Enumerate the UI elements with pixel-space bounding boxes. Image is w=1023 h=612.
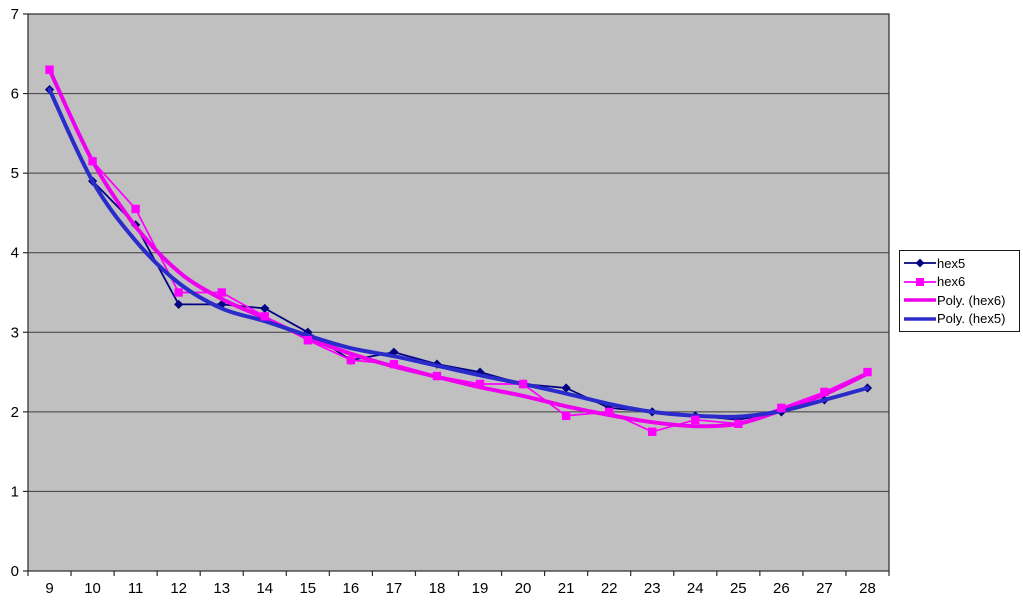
legend-label: hex6: [937, 274, 966, 290]
square-marker: [475, 379, 485, 389]
series-hex5-line: [48, 88, 869, 421]
diamond-marker: [260, 303, 270, 314]
gridlines: [28, 93, 889, 492]
trendline-poly-hex6: [47, 67, 870, 429]
x-axis-label: 23: [644, 580, 661, 597]
x-axis-label: 18: [429, 580, 446, 597]
x-axis-label: 19: [472, 580, 489, 597]
x-axis-label: 22: [601, 580, 618, 597]
y-axis-label: 3: [11, 324, 19, 341]
diamond-marker: [389, 347, 399, 357]
y-axis-labels: 0 1 2 3 4 5 6 7: [11, 6, 19, 580]
diamond-marker: [174, 299, 184, 310]
legend-item-poly-hex6-: Poly. (hex6): [903, 291, 1017, 310]
x-axis-label: 20: [515, 580, 532, 597]
square-marker: [174, 288, 183, 297]
x-axis-label: 27: [816, 580, 833, 597]
square-marker: [604, 407, 614, 417]
square-marker: [45, 65, 54, 74]
square-marker: [518, 379, 528, 389]
x-axis-label: 15: [299, 580, 316, 597]
x-axis-label: 10: [84, 580, 101, 597]
square-marker: [217, 288, 226, 297]
legend: hex5 hex6 Poly. (hex6) Poly. (hex5): [899, 250, 1020, 332]
legend-label: Poly. (hex6): [937, 292, 1006, 308]
legend-label: Poly. (hex5): [937, 311, 1006, 327]
y-axis-label: 6: [11, 86, 19, 103]
x-axis-label: 25: [730, 580, 747, 597]
x-axis-label: 11: [128, 580, 144, 597]
square-marker: [863, 367, 872, 377]
x-axis-label: 9: [45, 580, 53, 597]
axis-ticks: [23, 13, 890, 576]
series-swatch-icon: [904, 258, 936, 268]
trendline-poly-hex5: [47, 87, 870, 419]
x-axis-label: 12: [170, 580, 187, 597]
diamond-marker: [561, 383, 571, 393]
square-marker: [88, 157, 97, 166]
y-axis-label: 5: [11, 165, 19, 182]
square-marker: [389, 359, 399, 369]
square-marker: [346, 355, 356, 365]
y-axis-label: 2: [11, 404, 19, 421]
square-marker: [691, 415, 700, 425]
legend-item-hex6: hex6: [903, 273, 1017, 292]
legend-item-hex5: hex5: [903, 254, 1017, 273]
trendline-swatch-icon: [904, 317, 936, 321]
y-axis-label: 0: [11, 563, 19, 580]
square-marker: [260, 312, 269, 321]
y-axis-label: 1: [11, 483, 19, 500]
series-hex6-markers: [45, 65, 872, 436]
x-axis-label: 24: [687, 580, 704, 597]
x-axis-label: 21: [558, 580, 575, 597]
square-marker: [432, 371, 442, 381]
x-axis-label: 17: [386, 580, 403, 597]
diamond-marker: [475, 367, 485, 377]
y-axis-label: 7: [11, 6, 19, 23]
square-marker: [561, 411, 571, 421]
x-axis-label: 26: [773, 580, 790, 597]
x-axis-label: 28: [859, 580, 876, 597]
x-axis-label: 13: [213, 580, 230, 597]
legend-item-poly-hex5-: Poly. (hex5): [903, 310, 1017, 329]
x-axis-label: 16: [343, 580, 360, 597]
square-marker: [734, 419, 743, 428]
x-axis-labels: 9 10 11 12 13 14 15 16 17 18 19 20 21 22 23 24 25 26 27 28: [45, 580, 875, 597]
square-marker: [303, 336, 313, 345]
series-swatch-icon: [904, 277, 936, 286]
square-marker: [131, 204, 140, 214]
y-axis-label: 4: [11, 245, 19, 262]
trendline-swatch-icon: [904, 298, 936, 302]
legend-label: hex5: [937, 255, 966, 271]
plot-area: [27, 13, 890, 572]
square-marker: [648, 427, 657, 436]
square-marker: [777, 403, 786, 413]
square-marker: [820, 387, 829, 397]
x-axis-label: 14: [256, 580, 273, 597]
